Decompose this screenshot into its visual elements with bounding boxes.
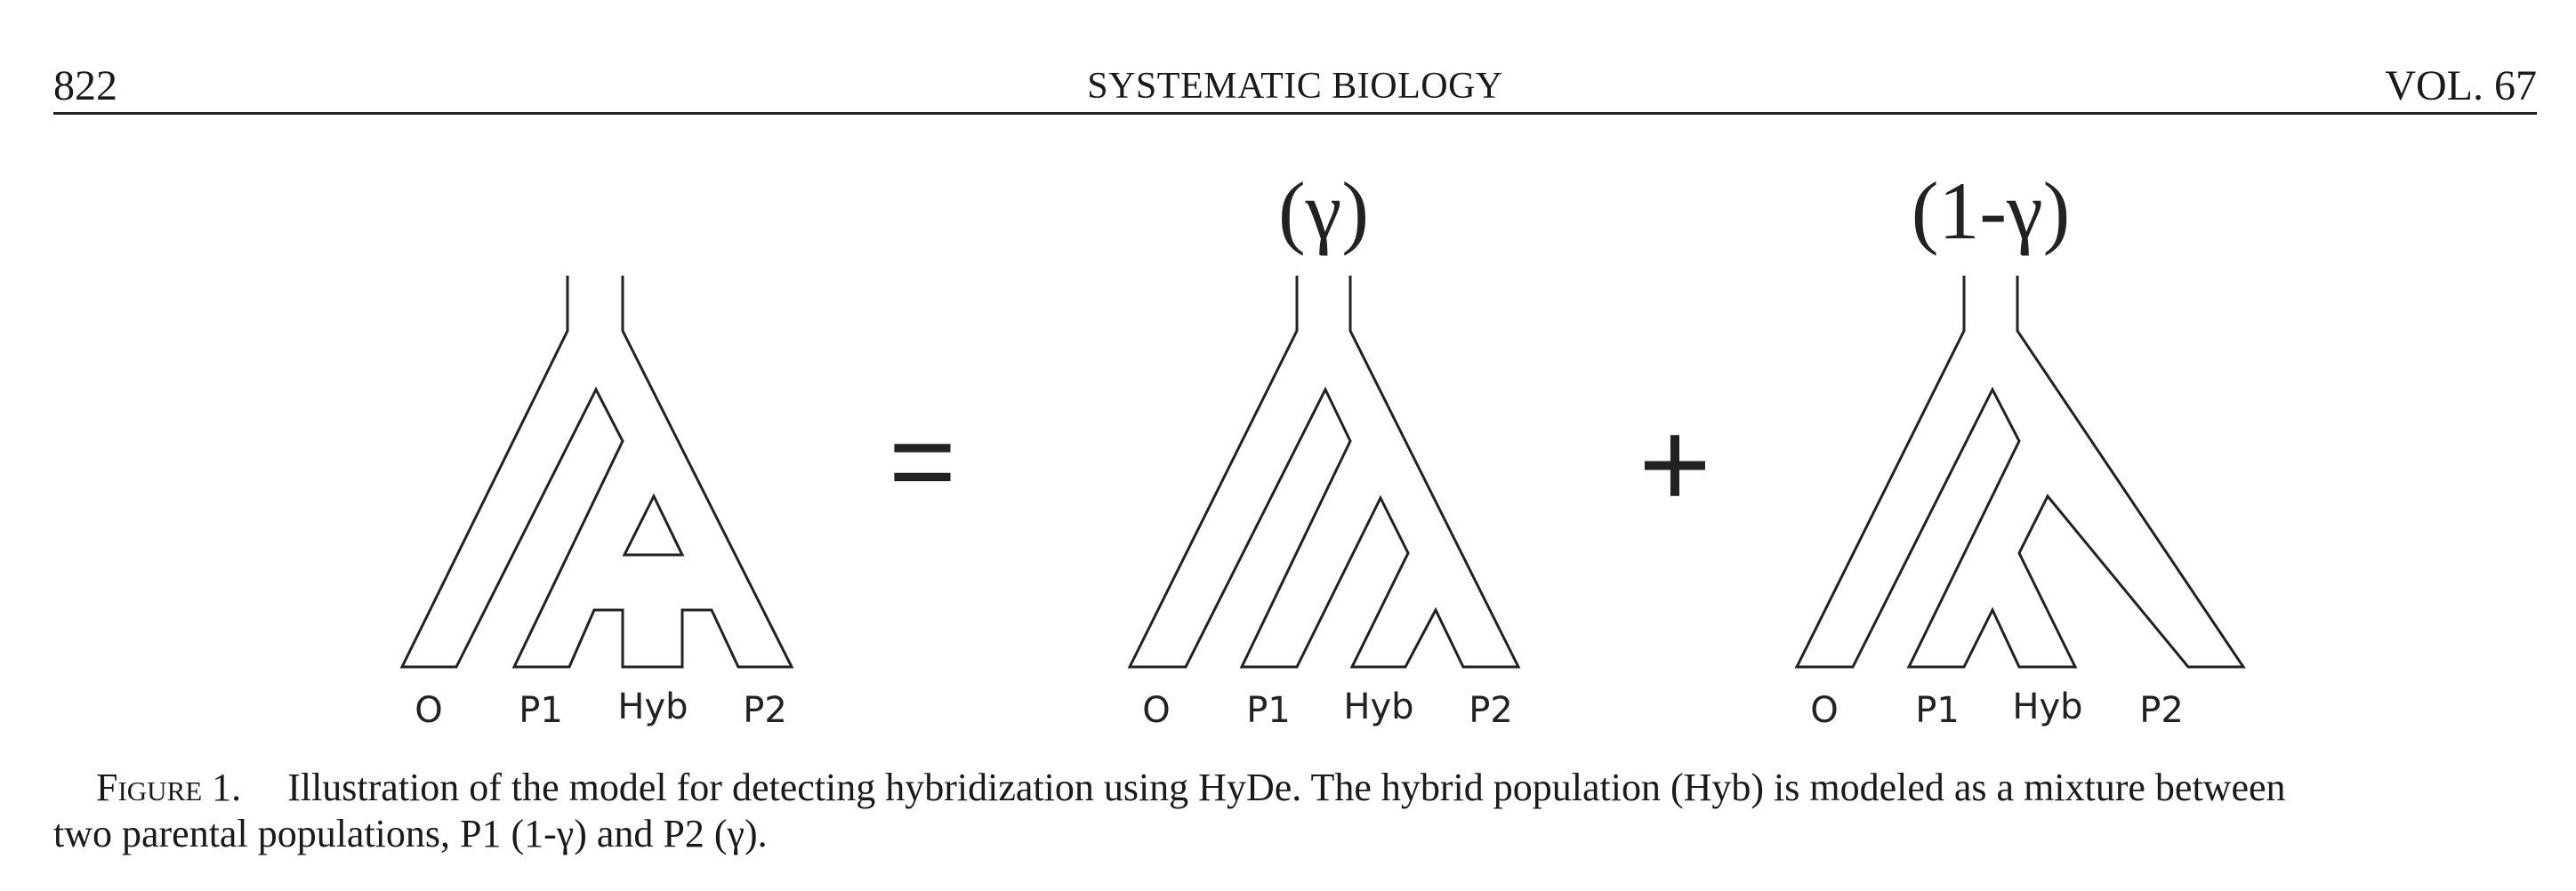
tip-label-o: O [1810, 690, 1838, 731]
equals-sign: = [889, 396, 956, 526]
tip-label-o: O [415, 690, 442, 731]
running-header: 822 SYSTEMATIC BIOLOGY VOL. 67 [53, 60, 2537, 115]
tip-label-p2: P2 [2139, 690, 2184, 731]
figure-label: Figure 1. [96, 766, 241, 809]
tip-label-hyb: Hyb [2012, 686, 2082, 727]
journal-title: SYSTEMATIC BIOLOGY [53, 60, 2537, 112]
tip-label-p2: P2 [743, 690, 787, 731]
figure-caption: Figure 1. Illustration of the model for d… [53, 765, 2544, 857]
network-tree [402, 276, 792, 667]
tip-label-p1: P1 [519, 690, 563, 731]
tip-label-p2: P2 [1469, 690, 1513, 731]
hybrid-loop [624, 496, 682, 555]
gamma-tree [1130, 276, 1518, 667]
one-minus-gamma-weight: (1-γ) [1912, 165, 2071, 256]
figure-1-graphic: = + (γ) (1-γ) O P1 Hyb P2 O P1 Hyb P2 O … [0, 133, 2576, 756]
tip-label-o: O [1142, 690, 1170, 731]
tip-label-hyb: Hyb [617, 686, 688, 727]
tip-label-hyb: Hyb [1343, 686, 1413, 727]
network-tree-outline [402, 276, 792, 667]
figure-1: = + (γ) (1-γ) O P1 Hyb P2 O P1 Hyb P2 O … [0, 133, 2576, 756]
tip-label-p1: P1 [1915, 690, 1960, 731]
tip-label-p1: P1 [1246, 690, 1291, 731]
volume-number: VOL. 67 [2385, 60, 2537, 112]
caption-line-2: two parental populations, P1 (1-γ) and P… [53, 811, 2544, 857]
caption-line-1: Illustration of the model for detecting … [287, 766, 2285, 809]
gamma-weight: (γ) [1278, 165, 1369, 256]
one-minus-gamma-tree [1797, 276, 2243, 667]
plus-sign: + [1638, 394, 1711, 534]
